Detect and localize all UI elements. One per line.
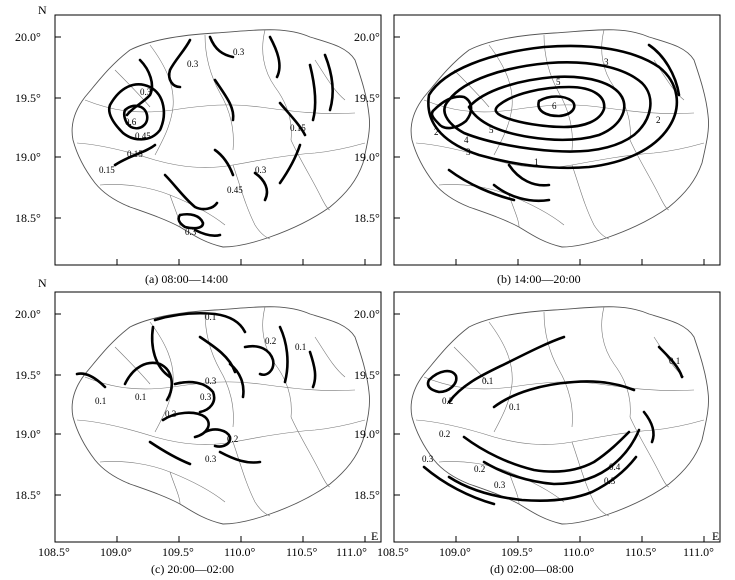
contour-label: 0.1 [482, 376, 493, 386]
contour-label: 0.2 [442, 396, 453, 406]
contour-label: 2 [434, 127, 439, 137]
contour-label: 0.3 [233, 47, 245, 57]
east-label: E [371, 529, 378, 543]
lon-tick-label: 109.5° [501, 545, 533, 559]
contour-label: 6 [552, 101, 557, 111]
contour-label: 0.3 [205, 376, 217, 386]
contour-label: 0.3 [200, 392, 212, 402]
contour-label: 0.2 [265, 336, 276, 346]
contour-label: 5 [489, 125, 494, 135]
lon-tick-label: 109.5° [162, 545, 194, 559]
contour-label: 1 [534, 157, 539, 167]
contour-label: 0.45 [135, 131, 151, 141]
lat-tick-label: 19.5° [354, 91, 380, 105]
contour-label: 0.3 [422, 454, 434, 464]
contour-label: 4 [464, 135, 469, 145]
lon-tick-label: 108.5° [38, 545, 70, 559]
contour-label: 0.3 [255, 165, 267, 175]
panel-c-caption: (c) 20:00—02:00 [151, 562, 234, 576]
contour-labels-c: 0.1 0.2 0.1 0.1 0.1 0.3 0.3 0.3 0.2 0.3 [95, 312, 306, 464]
contours-c [75, 311, 317, 466]
lat-tick-label: 19.5° [15, 368, 41, 382]
panel-c: 0.1 0.2 0.1 0.1 0.1 0.3 0.3 0.3 0.2 0.3 [54, 291, 382, 543]
contour-label: 0.1 [95, 396, 106, 406]
lon-tick-label: 110.0° [563, 545, 595, 559]
contour-label: 0.2 [227, 434, 238, 444]
lat-tick-label: 20.0° [354, 30, 380, 44]
contour-label: 0.1 [135, 392, 146, 402]
contour-label: 0.3 [185, 227, 197, 237]
contour-labels-a: 0.3 0.3 0.3 0.6 0.45 0.15 0.15 0.15 0.3 … [99, 47, 306, 237]
north-label: N [38, 276, 47, 290]
contour-label: 0.3 [604, 476, 616, 486]
panel-d-caption: (d) 02:00—08:00 [490, 562, 574, 576]
east-label: E [712, 529, 719, 543]
contour-label: 2 [656, 115, 661, 125]
contour-label: 0.3 [165, 409, 177, 419]
lat-tick-label: 19.0° [15, 427, 41, 441]
contour-label: 0.45 [227, 185, 243, 195]
contour-label: 0.15 [99, 165, 115, 175]
north-label: N [38, 3, 47, 17]
contour-label: 0.6 [125, 117, 137, 127]
contour-label: 0.1 [205, 312, 216, 322]
contour-label: 0.2 [439, 429, 450, 439]
contour-labels-b: 3 5 6 2 5 4 3 2 1 [434, 57, 661, 167]
contour-label: 3 [604, 57, 609, 67]
panel-a-caption: (a) 08:00—14:00 [145, 272, 228, 286]
lat-tick-label: 19.0° [15, 150, 41, 164]
lat-tick-label: 18.5° [15, 488, 41, 502]
contour-label: 3 [466, 147, 471, 157]
panel-a: 0.3 0.3 0.3 0.6 0.45 0.15 0.15 0.15 0.3 … [54, 14, 382, 266]
lat-tick-label: 20.0° [15, 307, 41, 321]
lon-tick-label: 111.0° [683, 545, 714, 559]
contour-label: 0.1 [295, 342, 306, 352]
lon-tick-label: 109.0° [439, 545, 471, 559]
lon-tick-label: 110.5° [286, 545, 318, 559]
contours-d [422, 335, 684, 506]
contour-label: 0.3 [140, 87, 152, 97]
lat-labels-bottom-left: 20.0° 19.5° 19.0° 18.5° [15, 307, 41, 502]
lat-tick-label: 20.0° [354, 307, 380, 321]
lat-tick-label: 19.0° [354, 427, 380, 441]
contour-label: 0.1 [669, 356, 680, 366]
panel-d: 0.1 0.2 0.1 0.1 0.2 0.4 0.3 0.3 0.2 0.3 [393, 291, 721, 543]
contours-a [107, 35, 335, 238]
lat-labels-top-right: 20.0° 19.5° 19.0° 18.5° [354, 30, 380, 225]
lat-tick-label: 19.0° [354, 150, 380, 164]
contour-label: 0.15 [127, 149, 143, 159]
lat-labels-bottom-right: 20.0° 19.5° 19.0° 18.5° [354, 307, 380, 502]
lat-tick-label: 18.5° [354, 211, 380, 225]
contour-label: 0.2 [474, 464, 485, 474]
lon-tick-label: 110.0° [224, 545, 256, 559]
contour-labels-d: 0.1 0.2 0.1 0.1 0.2 0.4 0.3 0.3 0.2 0.3 [422, 356, 680, 490]
lon-tick-label: 109.0° [100, 545, 132, 559]
contour-label: 0.1 [509, 402, 520, 412]
lat-tick-label: 20.0° [15, 30, 41, 44]
lon-tick-label: 108.5° [377, 545, 409, 559]
contours-b [427, 43, 681, 203]
lat-tick-label: 19.5° [15, 91, 41, 105]
contour-label: 5 [556, 77, 561, 87]
contour-label: 0.3 [494, 480, 506, 490]
lat-labels-top-left: 20.0° 19.5° 19.0° 18.5° [15, 30, 41, 225]
lon-tick-label: 110.5° [625, 545, 657, 559]
lon-labels-right: 108.5° 109.0° 109.5° 110.0° 110.5° 111.0… [377, 545, 714, 559]
lon-labels-left: 108.5° 109.0° 109.5° 110.0° 110.5° 111.0… [38, 545, 367, 559]
panel-b: 3 5 6 2 5 4 3 2 1 [393, 14, 721, 266]
lon-tick-label: 111.0° [336, 545, 367, 559]
lat-tick-label: 18.5° [15, 211, 41, 225]
lat-tick-label: 18.5° [354, 488, 380, 502]
contour-label: 0.4 [609, 462, 621, 472]
contour-label: 0.15 [290, 123, 306, 133]
panel-b-caption: (b) 14:00—20:00 [497, 272, 581, 286]
lat-tick-label: 19.5° [354, 368, 380, 382]
contour-label: 0.3 [187, 59, 199, 69]
contour-label: 0.3 [205, 454, 217, 464]
